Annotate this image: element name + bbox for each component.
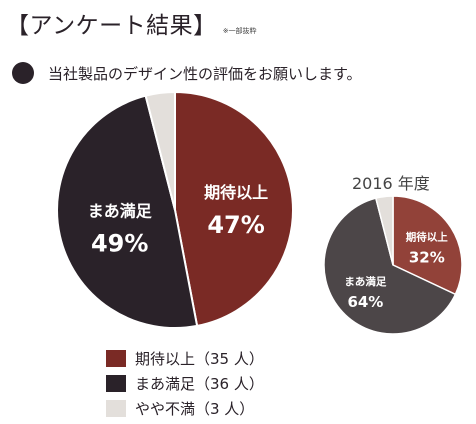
page-title: 【アンケート結果】 xyxy=(6,13,217,39)
current-year-pie-chart: 期待以上 47% まあ満足 49% xyxy=(56,90,294,329)
legend-item-dissatisfied: やや不満（3 人） xyxy=(106,396,264,421)
slice-percent-label-2: 64% xyxy=(347,293,383,311)
pie-slice-2 xyxy=(323,197,457,335)
legend-label-satisfied: 期待以上（35 人） xyxy=(135,350,264,368)
pie-slice-3 xyxy=(374,195,394,266)
pie-slice-1 xyxy=(392,195,463,296)
slice-name-label-1: 期待以上 xyxy=(406,231,448,244)
legend-label-somewhat: まあ満足（36 人） xyxy=(135,375,264,393)
chart-legend: 期待以上（35 人） まあ満足（36 人） やや不満（3 人） xyxy=(106,346,264,421)
slice-percent-label-2: 49% xyxy=(91,229,148,257)
legend-swatch-dissatisfied xyxy=(106,400,126,417)
pie-slice-3 xyxy=(144,90,176,211)
excerpt-note: ※一部抜粋 xyxy=(222,27,257,35)
pie-slice-2 xyxy=(56,94,199,329)
question-text: 当社製品のデザイン性の評価をお願いします。 xyxy=(48,64,362,83)
previous-year-pie-chart: 期待以上 32% まあ満足 64% xyxy=(323,195,463,335)
slice-name-label-2: まあ満足 xyxy=(344,275,386,288)
slice-percent-label-1: 47% xyxy=(207,211,264,239)
page-header: 【アンケート結果】 ※一部抜粋 xyxy=(6,6,257,40)
legend-item-somewhat: まあ満足（36 人） xyxy=(106,371,264,396)
survey-question: 当社製品のデザイン性の評価をお願いします。 xyxy=(12,62,362,84)
previous-year-title: 2016 年度 xyxy=(352,174,430,193)
legend-item-satisfied: 期待以上（35 人） xyxy=(106,346,264,371)
legend-label-dissatisfied: やや不満（3 人） xyxy=(135,400,255,418)
legend-swatch-satisfied xyxy=(106,350,126,367)
pie-slice-1 xyxy=(174,90,294,328)
bullet-icon xyxy=(12,62,34,84)
legend-swatch-somewhat xyxy=(106,375,126,392)
slice-name-label-1: 期待以上 xyxy=(204,183,268,202)
slice-name-label-2: まあ満足 xyxy=(88,201,153,220)
slice-percent-label-1: 32% xyxy=(409,249,445,267)
